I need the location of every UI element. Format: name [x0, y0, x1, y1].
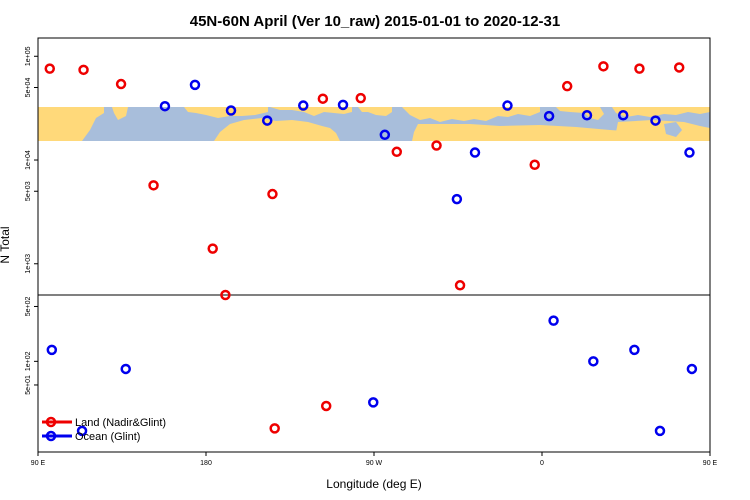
plot-frame — [37, 37, 711, 453]
y-tick-label: 5e+01 — [25, 375, 32, 395]
legend-ocean-label: Ocean (Glint) — [75, 431, 140, 443]
ocean-point — [654, 425, 666, 437]
ocean-point — [189, 79, 201, 91]
ocean-point — [46, 344, 58, 356]
y-tick-label: 1e+03 — [25, 254, 32, 274]
y-tick-label: 5e+02 — [25, 297, 32, 317]
land-point — [78, 64, 89, 76]
x-tick-label: 90 E — [703, 460, 718, 467]
land-point — [391, 146, 403, 158]
ocean-point — [684, 147, 695, 158]
x-tick-label: 180 — [200, 460, 212, 467]
ocean-point — [732, 358, 740, 366]
land-point — [561, 80, 573, 92]
data-points — [44, 61, 740, 437]
chart-title: 45N-60N April (Ver 10_raw) 2015-01-01 to… — [190, 13, 560, 30]
land-point — [207, 243, 218, 254]
x-tick-label: 90 E — [31, 460, 46, 467]
ocean-point — [581, 110, 593, 121]
x-tick-label: 90 W — [366, 460, 383, 467]
land-point — [115, 78, 127, 90]
ocean-point — [225, 105, 237, 116]
ocean-point — [543, 110, 555, 122]
ocean-point — [686, 363, 698, 375]
land-point — [598, 61, 609, 72]
ocean-point — [617, 110, 629, 121]
ocean-point — [159, 100, 171, 112]
legend-land-marker — [45, 416, 57, 428]
land-point — [220, 289, 231, 301]
x-tick-label: 0 — [540, 460, 544, 467]
ocean-point — [502, 100, 513, 111]
ocean-point — [629, 344, 640, 356]
land-point — [529, 159, 540, 171]
land-point — [634, 63, 645, 74]
ocean-point — [469, 147, 481, 158]
ocean-point — [337, 99, 349, 111]
ocean-point — [548, 315, 559, 326]
land-point — [355, 92, 366, 104]
map-strip — [38, 107, 710, 141]
ocean-point — [298, 100, 309, 111]
land-point — [720, 61, 728, 69]
legend: Land (Nadir&Glint) Ocean (Glint) — [42, 416, 166, 443]
land-point — [148, 180, 159, 191]
land-point — [317, 93, 329, 104]
legend-land-label: Land (Nadir&Glint) — [75, 417, 166, 429]
y-tick-label: 1e+05 — [25, 46, 32, 66]
legend-ocean-marker — [45, 430, 57, 442]
land-point — [673, 62, 685, 73]
land-point — [454, 280, 466, 291]
y-axis-label: N Total — [0, 226, 12, 263]
ocean-point — [451, 193, 463, 205]
y-tick-label: 5e+04 — [25, 78, 32, 98]
ocean-point — [588, 356, 599, 367]
ocean-point — [721, 190, 729, 198]
y-tick-label: 1e+04 — [25, 150, 32, 170]
land-point — [320, 400, 332, 412]
ocean-point — [368, 397, 379, 408]
x-axis-label: Longitude (deg E) — [326, 477, 421, 491]
ocean-point — [379, 129, 391, 141]
land-point — [269, 423, 280, 434]
y-tick-label: 1e+02 — [25, 351, 32, 371]
y-tick-label: 5e+03 — [25, 181, 32, 201]
ocean-point — [120, 363, 131, 375]
ocean-point — [261, 115, 273, 126]
land-point — [44, 63, 56, 74]
ocean-point — [76, 425, 88, 437]
land-point — [431, 140, 442, 151]
land-point — [267, 188, 278, 200]
ocean-point — [650, 115, 661, 126]
